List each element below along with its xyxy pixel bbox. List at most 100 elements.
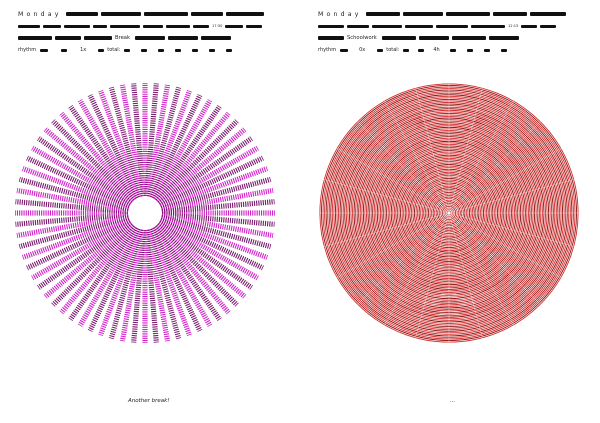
right-caption: ... [450, 398, 456, 404]
redacted-text [209, 48, 216, 52]
redacted-text [124, 48, 131, 52]
redacted-text [521, 24, 538, 28]
redacted-text [466, 48, 473, 52]
redacted-text [134, 36, 165, 40]
redacted-text [100, 12, 141, 16]
radial-line [448, 212, 483, 339]
redacted-text [500, 48, 507, 52]
redacted-text [451, 36, 486, 40]
redacted-text [372, 24, 402, 28]
redacted-text [143, 24, 163, 28]
radial-line [415, 87, 450, 214]
redacted-text [143, 12, 188, 16]
redacted-text [318, 36, 344, 40]
redacted-text [436, 24, 468, 28]
redacted-text [418, 48, 425, 52]
redacted-text [449, 48, 456, 52]
redacted-text [64, 24, 90, 28]
left-time-text: 17:30 [212, 24, 223, 28]
left-page: Monday 17:30 Break [14, 9, 288, 404]
radial-line [448, 147, 562, 214]
radial-line [448, 120, 542, 214]
radial-line [323, 179, 450, 214]
radial-spokes-graphic [15, 83, 275, 343]
right-page: Monday 12:15 Schoolwork rh [300, 0, 600, 423]
redacted-text [158, 48, 165, 52]
redacted-text [84, 36, 112, 40]
redacted-text [225, 12, 264, 16]
radial-line [448, 212, 562, 279]
radial-line [356, 212, 450, 306]
redacted-text [167, 36, 198, 40]
right-count: 0x [359, 47, 366, 53]
right-activity-label: Schoolwork [347, 35, 377, 41]
left-circle-container [14, 82, 276, 348]
redacted-text [405, 24, 433, 28]
redacted-text [365, 12, 400, 16]
redacted-text [492, 12, 527, 16]
redacted-text [340, 48, 349, 52]
redacted-text [403, 48, 410, 52]
radial-line [415, 212, 450, 339]
radial-line [356, 120, 450, 214]
radial-line [323, 212, 450, 247]
right-rhythm-label: rhythm [318, 47, 337, 53]
redacted-text [93, 24, 107, 28]
redacted-text [540, 24, 557, 28]
redacted-text [43, 24, 61, 28]
redacted-text [318, 24, 344, 28]
redacted-text [402, 12, 443, 16]
redacted-text [55, 36, 81, 40]
redacted-text [65, 12, 98, 16]
left-total-label: total: [107, 47, 121, 53]
redacted-text [200, 36, 231, 40]
left-day-label: Monday [18, 10, 62, 18]
radial-line [448, 179, 575, 214]
radial-line [448, 212, 575, 247]
right-time-text: 12:15 [508, 24, 519, 28]
radial-line [448, 212, 515, 326]
redacted-text [471, 24, 505, 28]
redacted-text [192, 48, 199, 52]
concentric-rings-graphic [319, 83, 579, 343]
redacted-text [110, 24, 140, 28]
radial-line [383, 100, 450, 214]
redacted-text [488, 36, 519, 40]
redacted-text [347, 24, 369, 28]
right-header: Monday 12:15 Schoolwork rh [318, 9, 588, 57]
right-circle-container [318, 82, 580, 348]
radial-line [336, 147, 450, 214]
redacted-text [61, 48, 68, 52]
radial-line [448, 100, 515, 214]
radial-line [383, 212, 450, 326]
radial-line [448, 87, 483, 214]
redacted-text [18, 24, 40, 28]
redacted-text [418, 36, 449, 40]
right-hours: 4h [433, 47, 440, 53]
redacted-text [18, 36, 52, 40]
redacted-text [483, 48, 490, 52]
left-count: 1x [80, 47, 87, 53]
right-total-label: total: [386, 47, 400, 53]
left-header: Monday 17:30 Break [18, 9, 288, 57]
redacted-text [377, 48, 384, 52]
redacted-text [225, 24, 244, 28]
radial-line [448, 212, 542, 306]
left-caption: Another break! [128, 398, 170, 404]
redacted-text [226, 48, 233, 52]
right-day-label: Monday [318, 10, 362, 18]
redacted-text [246, 24, 263, 28]
redacted-text [98, 48, 105, 52]
redacted-text [193, 24, 209, 28]
redacted-text [175, 48, 182, 52]
redacted-text [166, 24, 190, 28]
redacted-text [445, 12, 490, 16]
redacted-text [381, 36, 416, 40]
redacted-text [141, 48, 148, 52]
redacted-text [529, 12, 566, 16]
redacted-text [40, 48, 49, 52]
radial-line [336, 212, 450, 279]
left-activity-label: Break [115, 35, 130, 41]
redacted-text [190, 12, 223, 16]
left-rhythm-label: rhythm [18, 47, 37, 53]
